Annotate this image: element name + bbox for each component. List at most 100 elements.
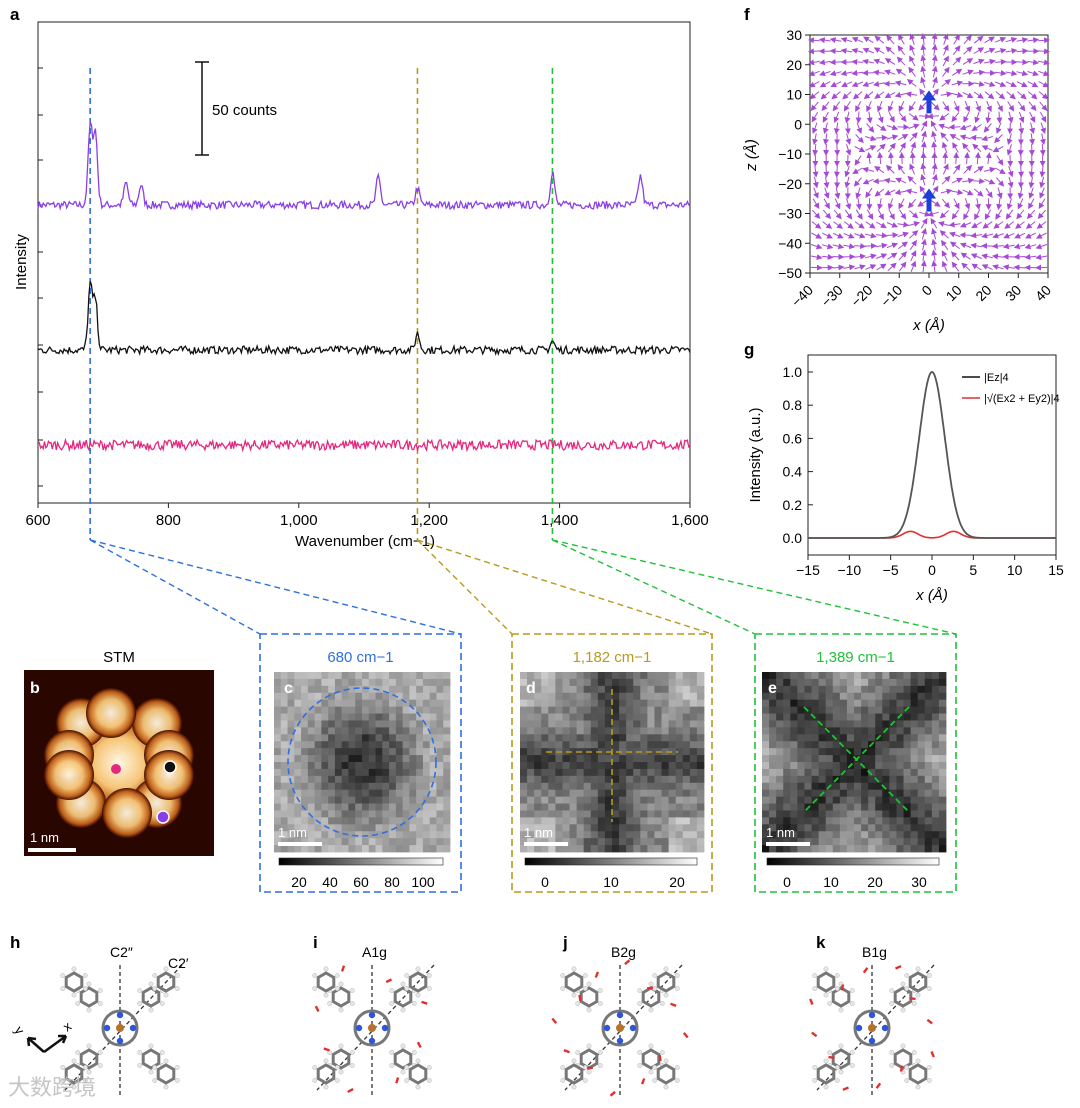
map-pixel (612, 678, 620, 687)
map-pixel (619, 831, 627, 839)
map-pixel (576, 796, 585, 804)
map-pixel (804, 789, 812, 798)
map-pixel (375, 699, 383, 708)
panel-f-xlabel: x (Å) (912, 317, 945, 334)
field-arrow (812, 122, 818, 135)
map-pixel (555, 755, 563, 763)
map-pixel (334, 685, 343, 694)
map-pixel (668, 817, 677, 825)
map-pixel (541, 789, 549, 798)
map-pixel (355, 768, 363, 777)
map-pixel (626, 775, 634, 784)
map-pixel (910, 803, 919, 811)
map-pixel (307, 741, 316, 749)
field-arrow (854, 232, 866, 239)
map-pixel (818, 824, 827, 832)
benzo-ring (656, 1063, 676, 1085)
benzo-ring (64, 971, 84, 993)
map-pixel (875, 817, 883, 825)
map-pixel (783, 782, 791, 791)
map-pixel (443, 831, 451, 839)
map-pixel (811, 782, 820, 791)
map-pixel (861, 824, 869, 832)
curve-ez (808, 371, 1056, 539)
map-pixel (576, 782, 585, 791)
map-pixel (776, 796, 784, 804)
map-pixel (534, 741, 542, 749)
map-pixel (597, 789, 606, 798)
h-atom (663, 1058, 669, 1064)
map-pixel (910, 672, 919, 680)
map-pixel (762, 762, 770, 770)
map-pixel (307, 824, 316, 832)
map-pixel (882, 768, 890, 777)
field-arrow (995, 209, 1003, 220)
map-pixel (861, 692, 869, 701)
map-pixel (555, 699, 563, 708)
h-atom (137, 1063, 143, 1068)
map-pixel (389, 692, 397, 701)
field-arrow (876, 263, 887, 271)
map-pixel (402, 706, 410, 714)
map-pixel (626, 727, 634, 735)
map-pixel (416, 831, 424, 839)
map-pixel (640, 741, 648, 749)
map-pixel (294, 789, 302, 798)
map-pixel (548, 755, 556, 763)
map-pixel (903, 706, 912, 714)
map-pixel (375, 678, 383, 687)
map-pixel (626, 824, 634, 832)
map-pixel (541, 678, 549, 687)
colorbar-tick: 20 (867, 874, 883, 890)
h-atom (389, 988, 395, 993)
field-arrow (832, 243, 845, 250)
map-pixel (409, 817, 417, 825)
map-pixel (429, 748, 437, 756)
map-pixel (689, 678, 698, 687)
field-arrow (886, 124, 899, 131)
map-pixel (696, 775, 705, 784)
f-xtick-label: −30 (818, 282, 846, 310)
map-pixel (422, 831, 431, 839)
map-pixel (348, 727, 356, 735)
map-pixel (569, 768, 578, 777)
map-pixel (839, 678, 848, 687)
map-pixel (804, 678, 812, 687)
map-pixel (769, 775, 777, 784)
map-pixel (597, 762, 606, 770)
map-pixel (689, 775, 698, 784)
core-ring (353, 1009, 391, 1047)
map-pixel (355, 692, 363, 701)
map-pixel (938, 699, 947, 708)
map-pixel (889, 755, 897, 763)
map-pixel (562, 692, 570, 701)
map-pixel (402, 796, 410, 804)
field-arrow (1006, 91, 1016, 100)
map-pixel (382, 782, 390, 791)
map-pixel (534, 685, 542, 694)
map-pixel (443, 796, 451, 804)
dipole-arrows (922, 90, 936, 212)
stm-molecule (44, 688, 194, 838)
map-pixel (797, 824, 805, 832)
map-pixel (328, 810, 336, 818)
field-arrow (909, 132, 918, 142)
map-pixel (661, 845, 670, 853)
map-pixel (348, 782, 356, 791)
map-pixel (825, 748, 834, 756)
map-pixel (882, 706, 890, 714)
map-pixel (341, 775, 349, 784)
map-pixel (846, 706, 855, 714)
benzo-ring (908, 971, 928, 993)
field-arrow (962, 91, 974, 99)
map-pixel (931, 699, 940, 708)
field-arrow (974, 151, 981, 164)
map-pixel (402, 734, 410, 742)
map-pixel (790, 803, 798, 811)
map-pixel (604, 796, 613, 804)
benzo-ring (893, 1048, 913, 1070)
map-pixel (436, 755, 444, 763)
vibration-arrow (930, 1051, 935, 1058)
map-pixel (321, 810, 329, 818)
map-pixel (882, 755, 890, 763)
